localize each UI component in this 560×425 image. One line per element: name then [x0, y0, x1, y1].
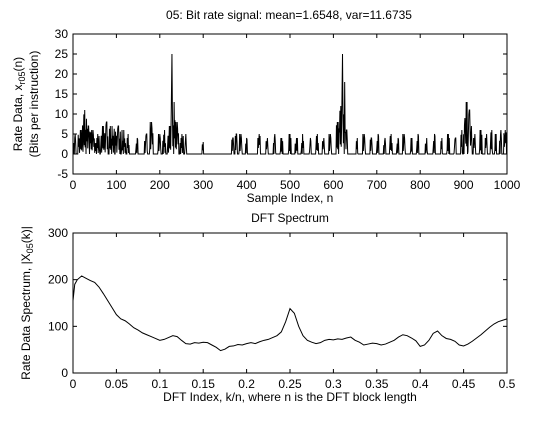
- bit-rate-y-axis-units: (Bits per instruction): [27, 51, 41, 158]
- bit-rate-x-tick-label: 900: [454, 178, 474, 192]
- dft-spectrum-x-axis-label: DFT Index, k/n, where n is the DFT block…: [163, 390, 417, 404]
- dft-spectrum-y-tick-label: 200: [48, 273, 68, 287]
- dft-spectrum-x-tick-label: 0.35: [365, 377, 389, 391]
- bit-rate-y-tick-label: 0: [61, 147, 68, 161]
- dft-spectrum-y-axis-label: Rate Data Spectrum, |X05(k)|: [19, 226, 35, 380]
- dft-spectrum-x-tick-label: 0.1: [151, 377, 168, 391]
- dft-spectrum-y-tick-label: 300: [48, 226, 68, 240]
- bit-rate-y-tick-label: 10: [55, 107, 69, 121]
- dft-spectrum-x-tick-label: 0.15: [192, 377, 216, 391]
- dft-spectrum-series-line: [72, 275, 508, 352]
- dft-spectrum-x-tick-label: 0.4: [412, 377, 429, 391]
- dft-spectrum-y-label-text: Rate Data Spectrum, |X: [19, 253, 33, 380]
- bit-rate-x-tick-label: 0: [70, 178, 77, 192]
- bit-rate-series-line: [72, 53, 508, 155]
- bit-rate-x-tick-label: 200: [150, 178, 170, 192]
- dft-spectrum-x-tick-label: 0.2: [238, 377, 255, 391]
- dft-spectrum-x-tick-label: 0.5: [499, 377, 516, 391]
- bit-rate-y-tick-label: 15: [55, 87, 69, 101]
- bit-rate-x-tick-label: 700: [367, 178, 387, 192]
- bit-rate-y-tick-label: 5: [61, 127, 68, 141]
- bit-rate-x-tick-label: 800: [410, 178, 430, 192]
- bit-rate-y-label-suffix: (n): [11, 57, 25, 72]
- dft-spectrum-x-tick-label: 0.45: [452, 377, 476, 391]
- bit-rate-title: 05: Bit rate signal: mean=1.6548, var=11…: [166, 8, 412, 22]
- dft-spectrum-y-label-subscript: 05: [25, 243, 35, 253]
- dft-spectrum-title: DFT Spectrum: [251, 211, 329, 225]
- dft-spectrum-plot: DFT Spectrum 0 0.05 0.1 0.15 0.2 0.25 0.3 0.35 0…: [19, 211, 516, 404]
- bit-rate-y-ticks: -5 0 5 10 15 20 25 30: [55, 27, 507, 181]
- dft-spectrum-y-tick-label: 100: [48, 319, 68, 333]
- bit-rate-y-tick-label: 30: [55, 27, 69, 41]
- dft-spectrum-y-label-suffix: (k)|: [19, 226, 33, 243]
- dft-spectrum-y-tick-label: 0: [61, 366, 68, 380]
- bit-rate-y-tick-label: 25: [55, 47, 69, 61]
- bit-rate-y-tick-label: 20: [55, 67, 69, 81]
- bit-rate-y-tick-label: -5: [57, 167, 68, 181]
- dft-spectrum-x-tick-label: 0.3: [325, 377, 342, 391]
- bit-rate-x-tick-label: 600: [323, 178, 343, 192]
- bit-rate-x-tick-label: 500: [280, 178, 300, 192]
- dft-spectrum-x-tick-label: 0.05: [105, 377, 129, 391]
- dft-spectrum-x-ticks: 0 0.05 0.1 0.15 0.2 0.25 0.3 0.35 0.4 0.45 0.5: [70, 233, 516, 391]
- bit-rate-x-tick-label: 100: [106, 178, 126, 192]
- bit-rate-x-axis-label: Sample Index, n: [247, 191, 334, 205]
- bit-rate-x-tick-label: 400: [237, 178, 257, 192]
- bit-rate-plot: 05: Bit rate signal: mean=1.6548, var=11…: [11, 8, 521, 205]
- dft-spectrum-y-ticks: 0 100 200 300: [48, 226, 507, 380]
- bit-rate-y-axis-label: Rate Data, xr05(n): [11, 57, 27, 151]
- bit-rate-x-ticks: 0 100 200 300 400 500 600 700 800 900 1000: [70, 34, 521, 192]
- dft-spectrum-axes-box: [72, 232, 508, 374]
- bit-rate-x-tick-label: 1000: [494, 178, 521, 192]
- bit-rate-x-tick-label: 300: [193, 178, 213, 192]
- dft-spectrum-x-tick-label: 0: [70, 377, 77, 391]
- dft-spectrum-x-tick-label: 0.25: [278, 377, 302, 391]
- bit-rate-y-label-text: Rate Data, x: [11, 84, 25, 151]
- bit-rate-y-label-subscript: r05: [17, 71, 27, 84]
